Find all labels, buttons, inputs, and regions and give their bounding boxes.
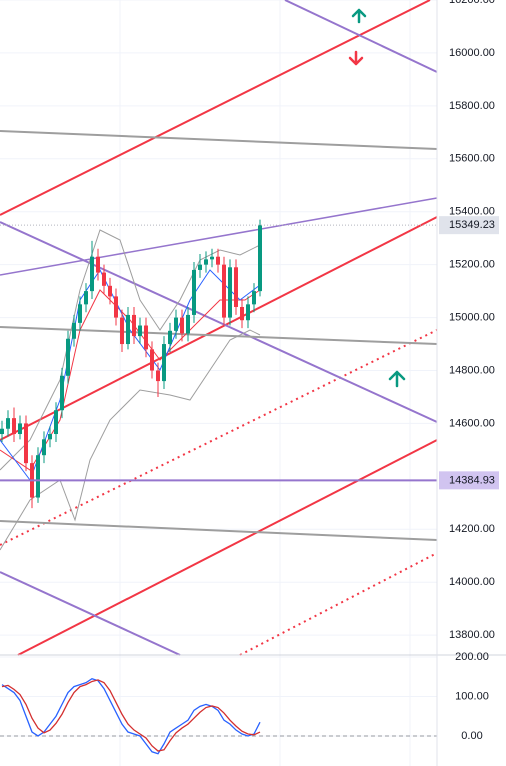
candle-body	[132, 314, 136, 337]
candle-body	[246, 304, 250, 321]
candle-body	[174, 317, 178, 331]
y-tick-label: 100.00	[455, 690, 489, 702]
candle-body	[168, 330, 172, 345]
price-label: 15349.23	[449, 219, 495, 231]
candle-body	[216, 256, 220, 265]
trend-line	[0, 221, 438, 423]
candle-body	[120, 317, 124, 345]
price-label-box	[439, 471, 499, 490]
candle-body	[192, 269, 196, 315]
bollinger-upper	[0, 229, 261, 471]
candle-body	[0, 428, 4, 435]
y-tick-label: 15200.00	[449, 259, 495, 271]
trend-line	[239, 552, 438, 656]
bollinger-lower	[0, 329, 261, 551]
candle-body	[108, 285, 112, 297]
oscillator-line	[1, 677, 261, 755]
candle-body	[186, 314, 190, 334]
candle-body	[138, 325, 142, 337]
y-tick-label: 15600.00	[449, 153, 495, 165]
grid	[0, 0, 437, 737]
candle-body	[162, 344, 166, 382]
candle-body	[36, 455, 40, 498]
trend-line	[17, 439, 438, 656]
candle-body	[90, 256, 94, 292]
candle-body	[6, 418, 10, 429]
arrows	[348, 8, 406, 388]
y-tick-label: 15000.00	[449, 311, 495, 323]
candle-body	[210, 256, 214, 260]
drawings	[0, 0, 438, 656]
up-arrow	[351, 8, 367, 24]
candle-body	[234, 267, 238, 307]
y-tick-label: 14200.00	[449, 523, 495, 535]
y-tick-label: 14000.00	[449, 576, 495, 588]
trend-line	[0, 130, 438, 150]
candle-body	[60, 375, 64, 411]
oscillator-line	[1, 679, 261, 752]
moving-average	[0, 269, 261, 482]
candle-body	[258, 225, 262, 292]
candle-body	[126, 314, 130, 345]
candle-body	[222, 264, 226, 318]
candle-body	[150, 349, 154, 371]
candle-body	[24, 423, 28, 464]
candle-body	[198, 264, 202, 270]
candle-body	[42, 439, 46, 456]
y-tick-label: 16000.00	[449, 47, 495, 59]
candle-body	[72, 322, 76, 339]
candle-body	[18, 423, 22, 435]
price-axis: 16200.00 16000.00 15800.00 15600.00 15400.00…	[439, 0, 499, 742]
candle-body	[84, 291, 88, 305]
candle-body	[144, 325, 148, 350]
trend-line	[0, 329, 438, 546]
y-tick-label: 15400.00	[449, 206, 495, 218]
candle-body	[48, 434, 52, 440]
y-tick-label: 14600.00	[449, 417, 495, 429]
candle-body	[12, 418, 16, 435]
candle-body	[180, 317, 184, 334]
trend-line	[0, 571, 181, 656]
trend-line	[0, 197, 438, 276]
trend-line	[0, 216, 438, 441]
candle-body	[78, 304, 82, 323]
vertical-grid	[119, 0, 411, 766]
y-tick-label: 0.00	[461, 730, 482, 742]
price-label-box	[439, 216, 499, 235]
candle-body	[102, 272, 106, 286]
candle-body	[114, 296, 118, 318]
trend-line	[284, 0, 438, 73]
candle-body	[252, 291, 256, 305]
candle-body	[66, 338, 70, 376]
candle-body	[54, 410, 58, 435]
candle-body	[240, 306, 244, 321]
candle-body	[156, 370, 160, 382]
up-arrow	[388, 370, 406, 388]
candle-body	[228, 267, 232, 318]
plot	[0, 219, 437, 755]
trend-line	[0, 0, 431, 216]
down-arrow	[348, 50, 364, 66]
y-tick-label: 13800.00	[449, 629, 495, 641]
y-tick-label: 200.00	[455, 651, 489, 663]
y-tick-label: 14800.00	[449, 364, 495, 376]
candle-body	[204, 259, 208, 265]
y-tick-label: 15800.00	[449, 100, 495, 112]
trend-line	[0, 520, 438, 541]
candle-body	[96, 256, 100, 273]
price-label: 14384.93	[449, 474, 495, 486]
y-tick-label: 16200.00	[449, 0, 495, 6]
